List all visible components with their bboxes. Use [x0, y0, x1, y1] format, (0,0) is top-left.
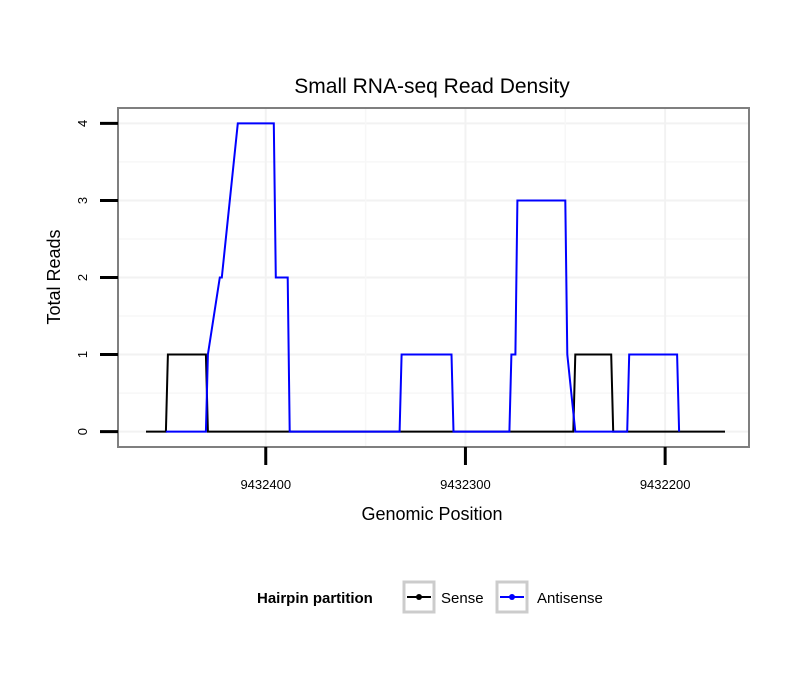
- y-tick-label-4: 4: [75, 120, 90, 127]
- grid: [118, 108, 749, 447]
- x-axis-label: Genomic Position: [361, 504, 502, 524]
- legend-item-antisense: Antisense: [495, 580, 603, 614]
- y-tick-label-1: 1: [75, 351, 90, 358]
- x-tick-label-2: 9432200: [640, 477, 691, 492]
- y-axis-label: Total Reads: [44, 229, 64, 324]
- legend-label-antisense: Antisense: [537, 590, 603, 607]
- legend-label-sense: Sense: [441, 590, 484, 607]
- legend-point-sense: [416, 594, 422, 600]
- y-tick-label-0: 0: [75, 428, 90, 435]
- y-axis: 0 1 2 3 4: [75, 120, 118, 435]
- y-tick-label-2: 2: [75, 274, 90, 281]
- series-line-antisense: [165, 122, 681, 433]
- x-tick-label-0: 9432400: [240, 477, 291, 492]
- legend-point-antisense: [509, 594, 515, 600]
- series-layer: [146, 122, 725, 433]
- legend: Hairpin partition Sense Antisense: [257, 580, 603, 614]
- x-axis: 9432400 9432300 9432200: [240, 447, 690, 492]
- y-tick-label-3: 3: [75, 197, 90, 204]
- chart-title: Small RNA-seq Read Density: [294, 75, 570, 98]
- x-tick-label-1: 9432300: [440, 477, 491, 492]
- legend-title: Hairpin partition: [257, 590, 373, 607]
- legend-item-sense: Sense: [402, 580, 484, 614]
